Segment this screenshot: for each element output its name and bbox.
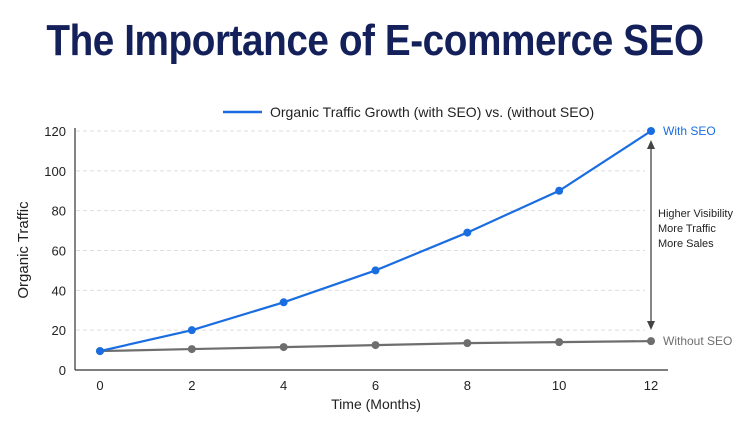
chart-title: The Importance of E-commerce SEO bbox=[46, 16, 704, 65]
legend-label: Organic Traffic Growth (with SEO) vs. (w… bbox=[270, 104, 594, 120]
series-line-with-seo bbox=[99, 130, 652, 353]
arrow-head-up bbox=[647, 140, 655, 149]
annotation: Higher Visibility More Traffic More Sale… bbox=[647, 140, 733, 330]
annotation-line-1: Higher Visibility bbox=[658, 208, 733, 220]
x-tick-label: 8 bbox=[464, 378, 471, 393]
y-tick-label: 100 bbox=[44, 164, 66, 179]
data-point-with-seo bbox=[463, 228, 472, 237]
data-point-without-seo bbox=[555, 338, 564, 347]
data-point-with-seo bbox=[647, 127, 655, 135]
y-axis-label: Organic Traffic bbox=[15, 201, 32, 299]
data-point-without-seo bbox=[371, 341, 380, 350]
series-label-without-seo: Without SEO bbox=[663, 334, 732, 348]
x-axis-label: Time (Months) bbox=[331, 396, 421, 412]
y-tick-label: 20 bbox=[52, 323, 66, 338]
arrow-head-down bbox=[647, 321, 655, 330]
y-tick-label: 40 bbox=[52, 283, 66, 298]
data-point-with-seo bbox=[96, 347, 104, 356]
data-point-with-seo bbox=[279, 298, 288, 307]
y-tick-label: 0 bbox=[59, 363, 66, 378]
x-tick-label: 4 bbox=[280, 378, 287, 393]
x-tick-label: 12 bbox=[644, 378, 658, 393]
data-point-without-seo bbox=[187, 345, 196, 354]
data-point-without-seo bbox=[279, 343, 288, 352]
y-tick-label: 80 bbox=[52, 204, 66, 219]
data-point-without-seo bbox=[647, 337, 655, 346]
x-tick-label: 2 bbox=[188, 378, 195, 393]
series-label-with-seo: With SEO bbox=[663, 124, 716, 138]
annotation-line-2: More Traffic bbox=[658, 223, 716, 235]
data-point-with-seo bbox=[187, 326, 196, 335]
x-tick-label: 0 bbox=[96, 378, 103, 393]
data-point-with-seo bbox=[371, 266, 380, 275]
annotation-line-3: More Sales bbox=[658, 238, 714, 250]
x-tick-label: 6 bbox=[372, 378, 379, 393]
x-tick-label: 10 bbox=[552, 378, 566, 393]
y-tick-label: 120 bbox=[44, 124, 66, 139]
data-point-without-seo bbox=[463, 339, 472, 348]
data-point-with-seo bbox=[555, 186, 564, 195]
y-tick-label: 60 bbox=[52, 244, 66, 259]
grid bbox=[76, 130, 645, 331]
